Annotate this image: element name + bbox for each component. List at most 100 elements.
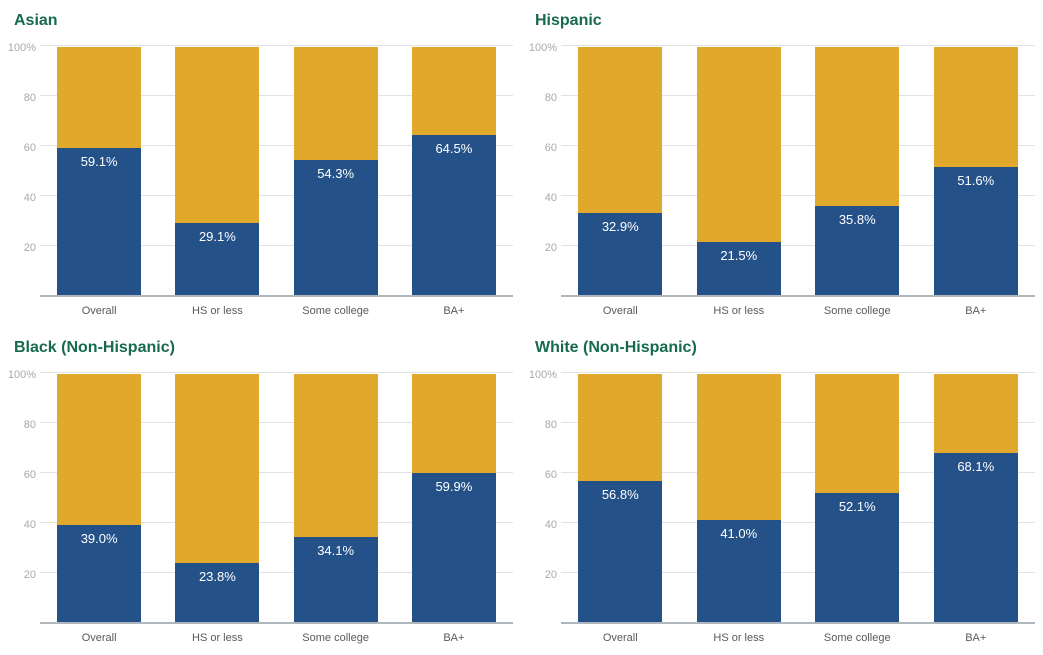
bar-segment-remainder bbox=[815, 374, 900, 493]
stacked-bar: 52.1% bbox=[815, 374, 900, 622]
bar-segment-remainder bbox=[57, 374, 142, 526]
y-tick-label: 100% bbox=[528, 369, 557, 381]
gridline bbox=[40, 45, 513, 46]
gridline bbox=[40, 572, 513, 573]
gridline bbox=[561, 245, 1035, 246]
bar-value-label: 51.6% bbox=[957, 173, 995, 189]
chart-panel: Asian 100% 80 60 40 20 59.1% 29.1% 54.3% 64.5% … bbox=[0, 0, 521, 327]
bar-value-label: 21.5% bbox=[720, 247, 758, 263]
gridline bbox=[40, 422, 513, 423]
bar-segment-remainder bbox=[411, 374, 496, 474]
stacked-bar: 51.6% bbox=[933, 47, 1018, 295]
bar-value-label: 29.1% bbox=[198, 228, 236, 244]
bar-segment-remainder bbox=[293, 374, 378, 538]
gridline bbox=[561, 145, 1035, 146]
bar-segment-share: 59.1% bbox=[57, 148, 142, 295]
bar-segment-remainder bbox=[578, 374, 663, 482]
bar-value-label: 41.0% bbox=[720, 526, 758, 542]
gridline bbox=[561, 522, 1035, 523]
bar-segment-remainder bbox=[815, 47, 900, 207]
bar-segment-remainder bbox=[696, 47, 781, 242]
y-axis: 100% 80 60 40 20 bbox=[521, 42, 561, 297]
x-tick-label: Overall bbox=[81, 305, 117, 317]
y-tick-label: 40 bbox=[544, 519, 557, 531]
y-tick-label: 40 bbox=[23, 519, 36, 531]
gridline bbox=[561, 572, 1035, 573]
y-tick-label: 40 bbox=[23, 192, 36, 204]
stacked-bar: 23.8% bbox=[175, 374, 260, 622]
y-tick-label: 20 bbox=[544, 569, 557, 581]
y-tick-label: 100% bbox=[528, 42, 557, 54]
chart-title: Asian bbox=[14, 12, 58, 29]
chart-panel: Hispanic 100% 80 60 40 20 32.9% 21.5% 35.8% 51.… bbox=[521, 0, 1043, 327]
chart-title: Black (Non-Hispanic) bbox=[14, 339, 175, 356]
y-axis: 100% 80 60 40 20 bbox=[0, 42, 40, 297]
bar-value-label: 39.0% bbox=[80, 531, 118, 547]
y-tick-label: 80 bbox=[23, 419, 36, 431]
x-tick-label: Some college bbox=[302, 632, 369, 644]
x-tick-label: HS or less bbox=[713, 305, 765, 317]
gridline bbox=[561, 372, 1035, 373]
x-axis: Overall HS or less Some college BA+ bbox=[40, 305, 513, 317]
x-tick-label: BA+ bbox=[443, 632, 465, 644]
chart-title: White (Non-Hispanic) bbox=[535, 339, 697, 356]
stacked-bar: 68.1% bbox=[933, 374, 1018, 622]
bar-segment-share: 29.1% bbox=[175, 222, 260, 295]
chart-body: 100% 80 60 40 20 39.0% 23.8% 34.1% 59.9% bbox=[0, 369, 521, 624]
gridline bbox=[40, 245, 513, 246]
bars: 59.1% 29.1% 54.3% 64.5% bbox=[40, 47, 513, 295]
x-tick-label: Some college bbox=[302, 305, 369, 317]
chart-title: Hispanic bbox=[535, 12, 602, 29]
bar-segment-share: 64.5% bbox=[411, 135, 496, 295]
gridline bbox=[40, 472, 513, 473]
x-tick-label: BA+ bbox=[965, 632, 987, 644]
x-axis: Overall HS or less Some college BA+ bbox=[561, 632, 1035, 644]
x-tick-label: Some college bbox=[823, 632, 891, 644]
bar-value-label: 68.1% bbox=[957, 459, 995, 475]
gridline bbox=[40, 372, 513, 373]
gridline bbox=[561, 195, 1035, 196]
y-tick-label: 60 bbox=[544, 469, 557, 481]
y-tick-label: 60 bbox=[23, 469, 36, 481]
plot-area: 39.0% 23.8% 34.1% 59.9% bbox=[40, 372, 513, 624]
x-tick-label: HS or less bbox=[713, 632, 765, 644]
bar-segment-share: 21.5% bbox=[696, 241, 781, 295]
stacked-bar: 56.8% bbox=[578, 374, 663, 622]
gridline bbox=[40, 195, 513, 196]
stacked-bar: 41.0% bbox=[696, 374, 781, 622]
bar-value-label: 59.1% bbox=[80, 154, 118, 170]
x-axis: Overall HS or less Some college BA+ bbox=[40, 632, 513, 644]
bar-segment-share: 34.1% bbox=[293, 537, 378, 622]
y-axis: 100% 80 60 40 20 bbox=[521, 369, 561, 624]
y-tick-label: 40 bbox=[544, 192, 557, 204]
gridline bbox=[40, 145, 513, 146]
x-tick-label: Overall bbox=[602, 305, 638, 317]
y-axis: 100% 80 60 40 20 bbox=[0, 369, 40, 624]
x-tick-label: BA+ bbox=[965, 305, 987, 317]
bars: 32.9% 21.5% 35.8% 51.6% bbox=[561, 47, 1035, 295]
bar-segment-share: 56.8% bbox=[578, 481, 663, 622]
stacked-bar: 59.9% bbox=[411, 374, 496, 622]
bar-value-label: 23.8% bbox=[198, 568, 236, 584]
stacked-bar: 29.1% bbox=[175, 47, 260, 295]
bar-segment-share: 68.1% bbox=[933, 453, 1018, 622]
bars: 39.0% 23.8% 34.1% 59.9% bbox=[40, 374, 513, 622]
y-tick-label: 20 bbox=[23, 569, 36, 581]
y-tick-label: 80 bbox=[544, 419, 557, 431]
y-tick-label: 60 bbox=[544, 142, 557, 154]
x-tick-label: BA+ bbox=[443, 305, 465, 317]
bar-segment-share: 54.3% bbox=[293, 160, 378, 295]
bar-value-label: 32.9% bbox=[601, 219, 639, 235]
bar-segment-remainder bbox=[933, 47, 1018, 168]
stacked-bar: 64.5% bbox=[411, 47, 496, 295]
stacked-bar: 21.5% bbox=[696, 47, 781, 295]
stacked-bar: 54.3% bbox=[293, 47, 378, 295]
bars: 56.8% 41.0% 52.1% 68.1% bbox=[561, 374, 1035, 622]
bar-segment-share: 52.1% bbox=[815, 492, 900, 622]
x-tick-label: HS or less bbox=[192, 632, 243, 644]
bar-segment-share: 51.6% bbox=[933, 167, 1018, 295]
plot-area: 32.9% 21.5% 35.8% 51.6% bbox=[561, 45, 1035, 297]
gridline bbox=[40, 522, 513, 523]
bar-segment-remainder bbox=[933, 374, 1018, 454]
x-tick-label: HS or less bbox=[192, 305, 243, 317]
